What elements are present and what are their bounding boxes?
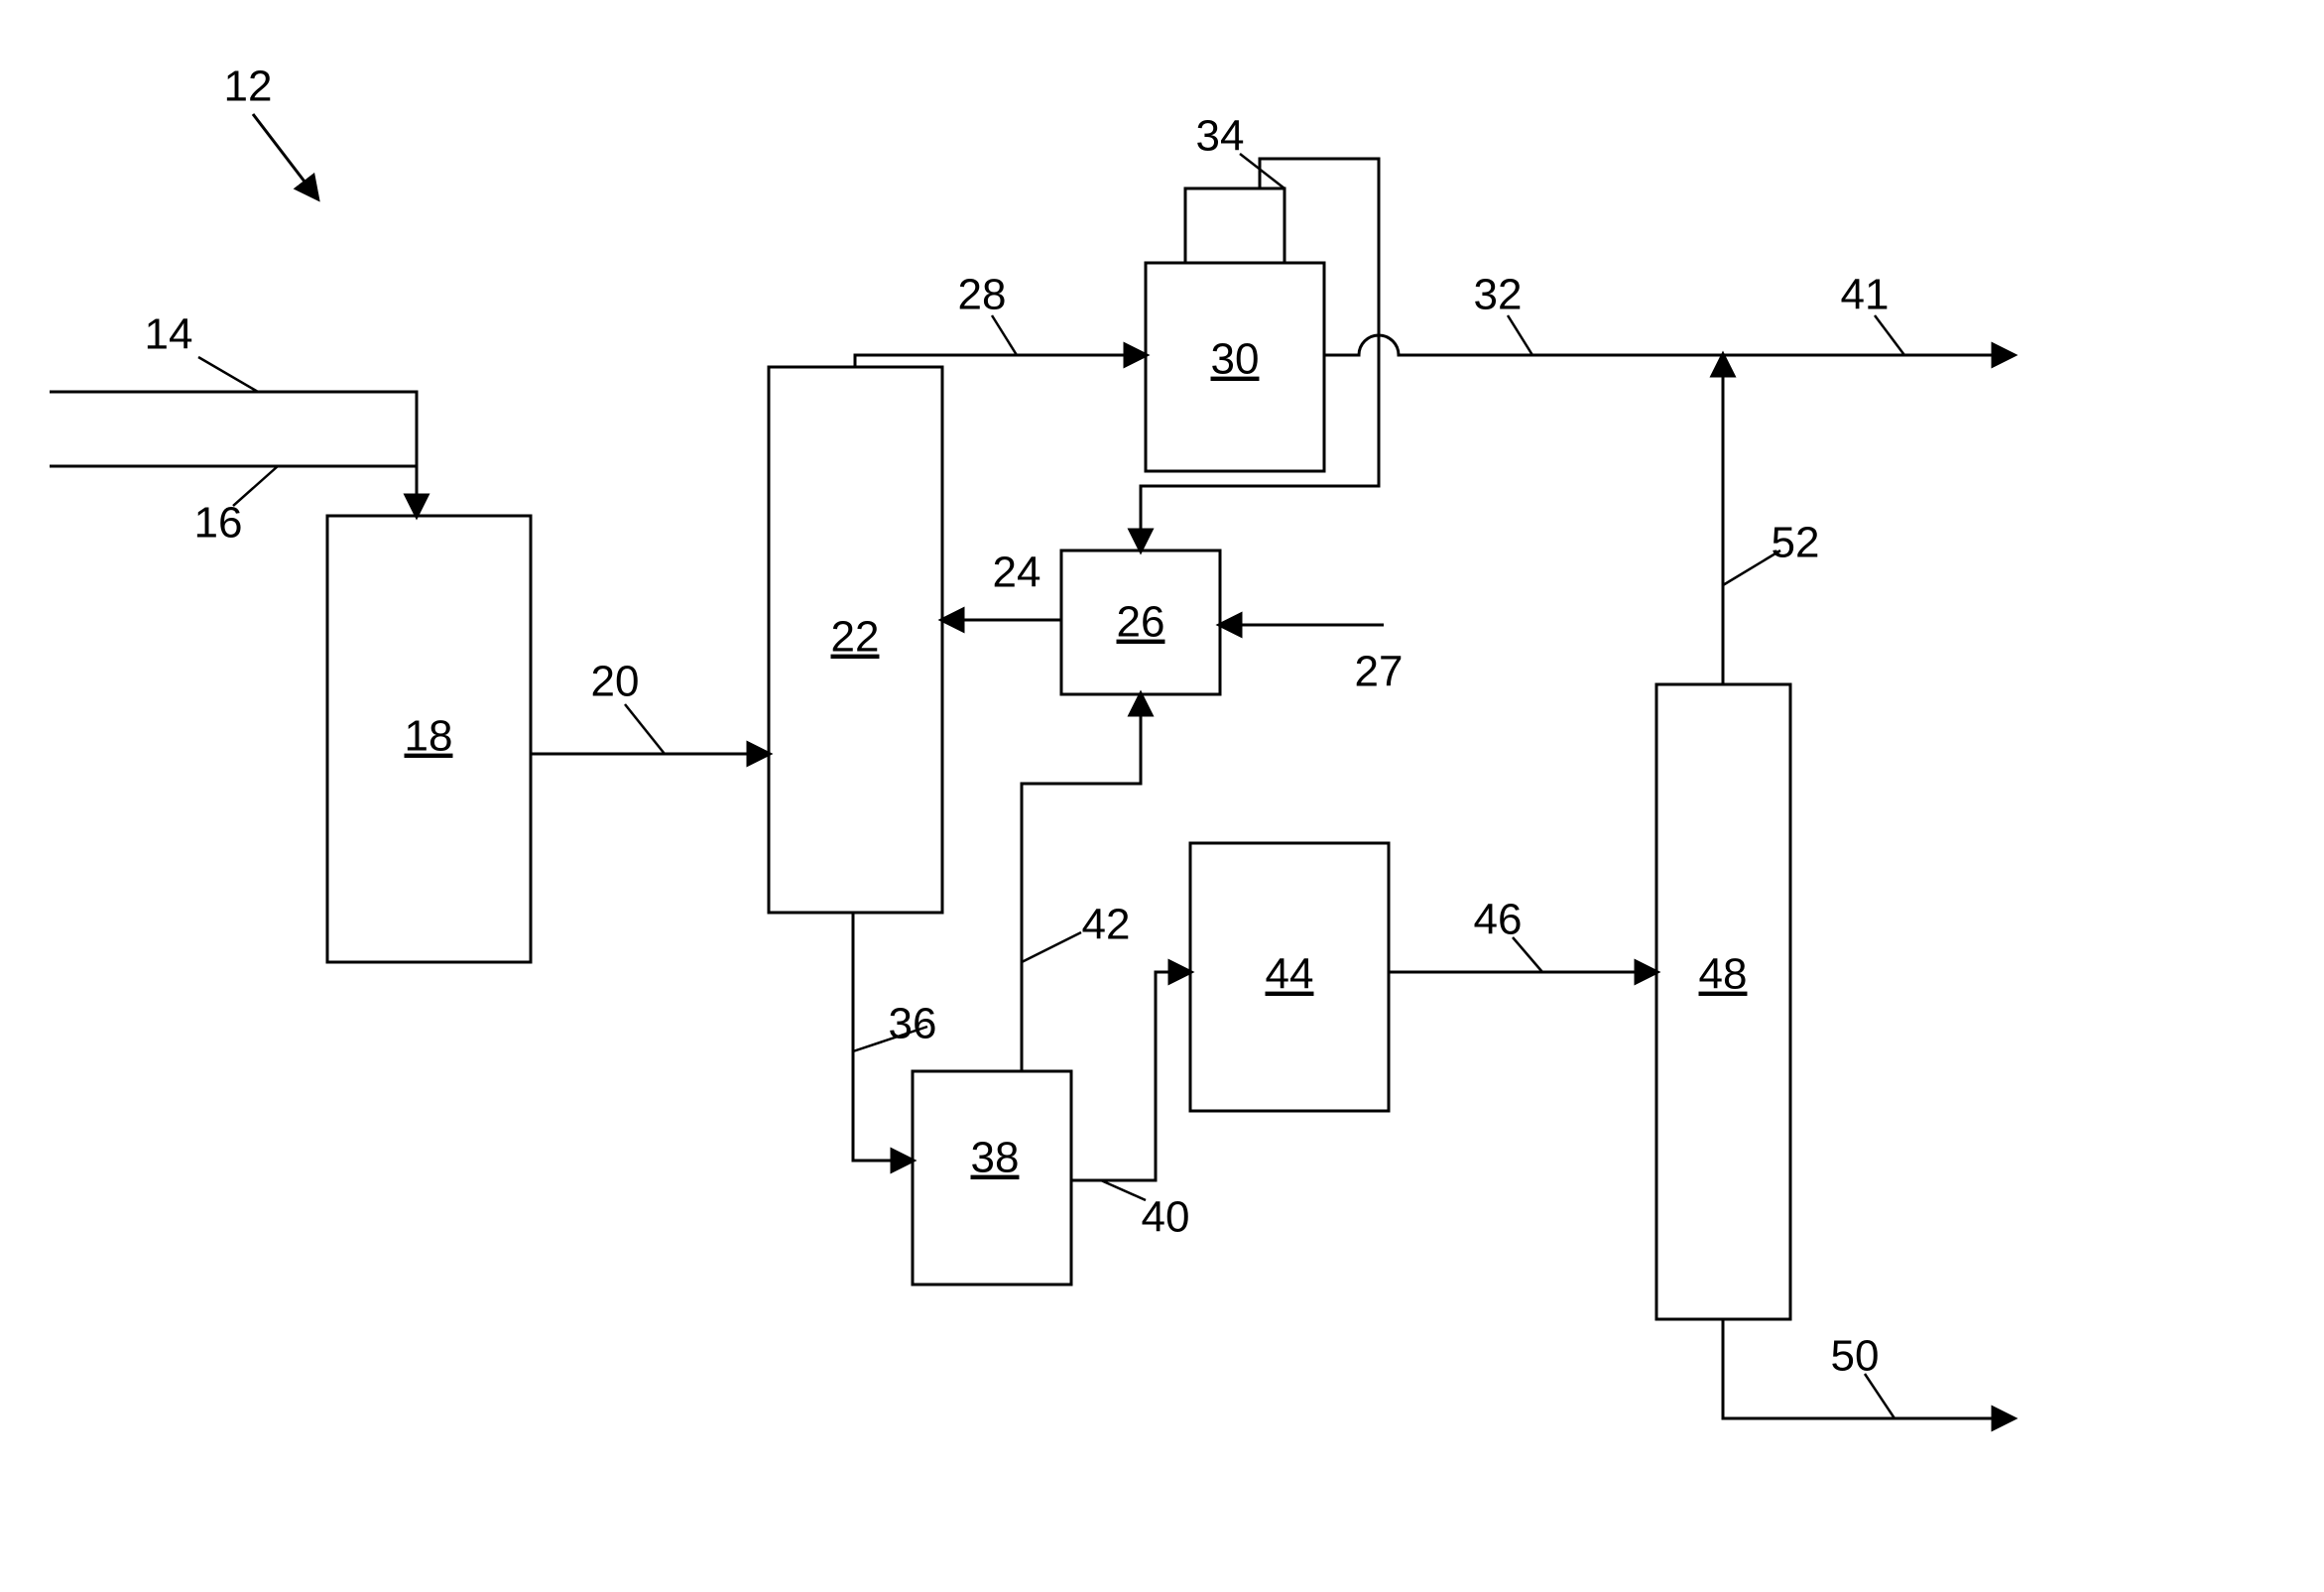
label-40: 40 [1142,1193,1190,1242]
node-48-label: 48 [1699,950,1748,999]
label-27: 27 [1355,648,1404,696]
label-20: 20 [591,658,640,706]
stream-14 [50,392,417,516]
label-24: 24 [993,549,1041,597]
label-12: 12 [224,62,273,111]
node-26-label: 26 [1117,598,1165,647]
leader-42 [1022,932,1081,962]
label-16: 16 [194,499,243,548]
label-42: 42 [1082,901,1131,949]
leader-50 [1865,1374,1895,1418]
node-38-label: 38 [971,1134,1020,1182]
stream-32 [1324,335,2014,355]
node-34-inset [1185,188,1284,263]
leader-28 [992,315,1017,355]
leader-41 [1875,315,1904,355]
leader-32 [1508,315,1532,355]
node-30-label: 30 [1211,335,1260,384]
stream-42 [1022,694,1141,1071]
node-18-label: 18 [405,712,453,761]
label-32: 32 [1474,271,1523,319]
node-44-label: 44 [1266,950,1314,999]
leader-14 [198,357,258,392]
node-48 [1656,684,1790,1319]
label-52: 52 [1772,519,1820,567]
node-22-label: 22 [831,613,880,662]
label-46: 46 [1474,896,1523,944]
label-36: 36 [889,1000,937,1048]
leader-20 [625,704,665,754]
leader-40 [1101,1180,1146,1200]
label-14: 14 [145,310,193,359]
label-34: 34 [1196,112,1245,161]
label-41: 41 [1841,271,1890,319]
stream-28 [855,355,1146,367]
figure-ref-arrow [253,114,317,198]
stream-40 [1071,972,1190,1180]
label-28: 28 [958,271,1007,319]
label-50: 50 [1831,1332,1880,1381]
